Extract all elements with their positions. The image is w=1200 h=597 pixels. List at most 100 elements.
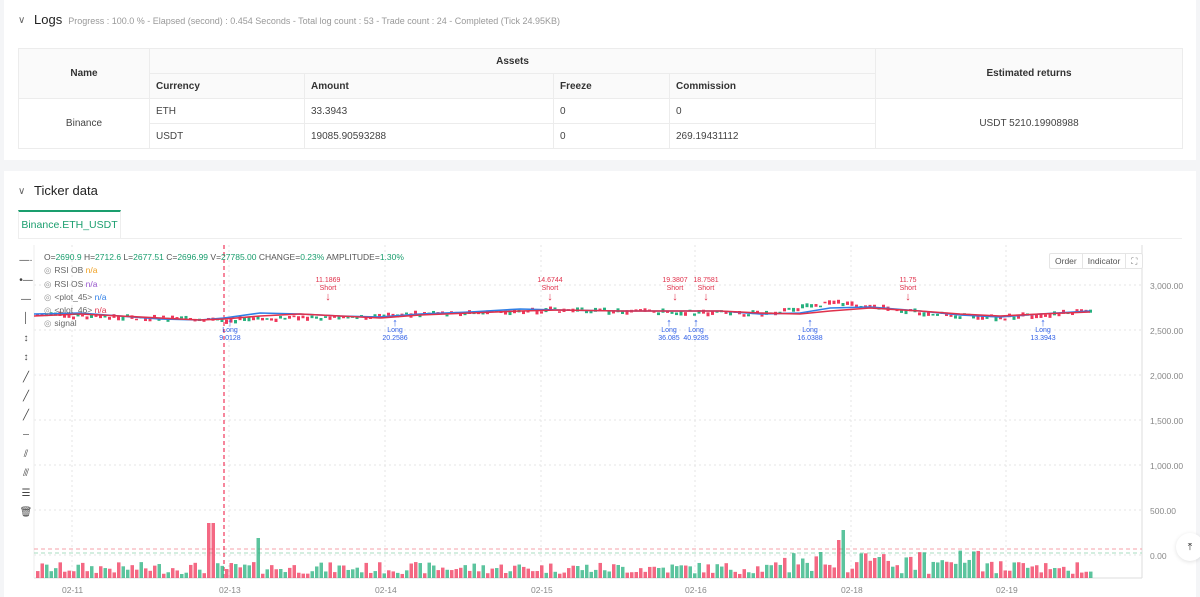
- vertical-ray-icon[interactable]: ↕: [23, 332, 29, 344]
- eye-icon[interactable]: ◎: [44, 305, 52, 315]
- chart-controls: Order Indicator ⛶: [1049, 253, 1144, 269]
- expand-icon[interactable]: ⛶: [1131, 255, 1138, 266]
- fibonacci-icon[interactable]: ☰: [21, 487, 31, 499]
- y-tick: 2,500.00: [1150, 326, 1184, 336]
- y-tick: 3,000.00: [1150, 281, 1184, 291]
- chevron-down-icon[interactable]: ∨: [18, 15, 26, 26]
- segment-line-icon[interactable]: ╱: [22, 410, 30, 422]
- y-tick: 1,000.00: [1150, 461, 1184, 471]
- short-signal: 19.3807 Short ↓: [662, 277, 688, 303]
- eye-icon[interactable]: ◎: [44, 265, 52, 275]
- logs-title: Logs: [34, 12, 63, 27]
- order-button[interactable]: Order: [1050, 254, 1083, 268]
- header-freeze: Freeze: [553, 73, 670, 99]
- long-signal: ↑ Long 16.0388: [797, 317, 823, 343]
- low-value: 2677.51: [133, 252, 164, 262]
- cell-currency: ETH: [149, 98, 305, 124]
- y-tick: 2,000.00: [1150, 371, 1184, 381]
- long-signal: ↑ Long 40.9285: [683, 317, 709, 343]
- horizontal-ray-icon[interactable]: •—: [19, 274, 33, 286]
- parallel-channel-icon[interactable]: ⫽: [23, 449, 29, 461]
- header-amount: Amount: [304, 73, 554, 99]
- x-tick: 02-13: [219, 585, 241, 595]
- cell-freeze: 0: [553, 123, 670, 149]
- legend-signal[interactable]: ◎ signal: [44, 318, 77, 329]
- low-label: L=: [121, 252, 134, 262]
- legend-label: <plot_45>: [54, 292, 93, 302]
- header-currency: Currency: [149, 73, 305, 99]
- trend-line-icon[interactable]: ╱: [22, 371, 30, 383]
- horizontal-line-icon[interactable]: —·: [19, 255, 33, 267]
- legend-plot-45[interactable]: ◎ <plot_45> n/a: [44, 292, 106, 303]
- ray-line-icon[interactable]: ╱: [22, 390, 30, 402]
- logs-header[interactable]: ∨ Logs Progress : 100.0 % - Elapsed (sec…: [18, 12, 560, 27]
- legend-value: n/a: [94, 305, 107, 315]
- cell-commission: 269.19431112: [669, 123, 876, 149]
- tab-binance-eth-usdt[interactable]: Binance.ETH_USDT: [18, 210, 121, 238]
- amplitude-value: 1.30%: [379, 252, 404, 262]
- drawing-toolbar: —· •— — │ ↕ ↕ ╱ ╱ ╱ ┄ ⫽ ⫻ ☰ 🗑︎: [16, 251, 36, 522]
- vertical-segment-icon[interactable]: ↕: [23, 352, 29, 364]
- legend-rsi-ob[interactable]: ◎ RSI OB n/a: [44, 265, 97, 276]
- header-name: Name: [18, 48, 150, 99]
- logs-panel: ∨ Logs Progress : 100.0 % - Elapsed (sec…: [4, 0, 1196, 160]
- legend-rsi-os[interactable]: ◎ RSI OS n/a: [44, 279, 97, 290]
- eye-icon[interactable]: ◎: [44, 279, 52, 289]
- change-value: 0.23%: [300, 252, 325, 262]
- x-tick: 02-14: [375, 585, 397, 595]
- indicator-button[interactable]: Indicator: [1083, 254, 1127, 268]
- logs-status: Progress : 100.0 % - Elapsed (second) : …: [68, 16, 560, 26]
- exchange-name: Binance: [18, 98, 150, 149]
- ohlc-readout: O=2690.9 H=2712.6 L=2677.51 C=2696.99 V=…: [44, 252, 404, 262]
- cell-commission: 0: [669, 98, 876, 124]
- volume-value: 27785.00: [221, 252, 257, 262]
- chevron-down-icon[interactable]: ∨: [18, 186, 26, 197]
- y-tick: 500.00: [1150, 506, 1176, 516]
- legend-plot-46[interactable]: ◎ <plot_46> n/a: [44, 305, 106, 316]
- long-signal: ↑ Long 9.0128: [219, 317, 241, 343]
- eye-icon[interactable]: ◎: [44, 292, 52, 302]
- x-tick: 02-11: [62, 585, 84, 595]
- legend-label: <plot_46>: [54, 305, 93, 315]
- eye-icon[interactable]: ◎: [44, 318, 52, 328]
- table-row: USDT 19085.90593288 0 269.19431112: [19, 123, 1183, 149]
- table-row: Binance ETH 33.3943 0 0 USDT 5210.199089…: [18, 98, 1183, 149]
- x-tick: 02-15: [531, 585, 553, 595]
- legend-value: n/a: [94, 292, 107, 302]
- ticker-panel: ∨ Ticker data Binance.ETH_USDT —· •— — │…: [4, 171, 1196, 597]
- legend-value: n/a: [85, 265, 98, 275]
- vertical-line-icon[interactable]: │: [22, 313, 30, 325]
- assets-table: Name Assets Estimated returns Currency A…: [18, 48, 1183, 149]
- ticker-title: Ticker data: [34, 183, 98, 198]
- change-label: CHANGE=: [256, 252, 301, 262]
- legend-label: RSI OB: [54, 265, 84, 275]
- trash-icon[interactable]: 🗑︎: [19, 507, 33, 519]
- ticker-header[interactable]: ∨ Ticker data: [18, 183, 98, 198]
- horizontal-segment-icon[interactable]: —: [21, 293, 31, 305]
- price-line-icon[interactable]: ┄: [22, 429, 30, 441]
- high-value: 2712.6: [95, 252, 122, 262]
- header-commission: Commission: [669, 73, 876, 99]
- y-tick: 1,500.00: [1150, 416, 1184, 426]
- close-value: 2696.99: [177, 252, 209, 262]
- short-signal: 14.6744 Short ↓: [537, 277, 563, 303]
- header-assets: Assets: [149, 48, 876, 74]
- cell-amount: 33.3943: [304, 98, 554, 124]
- open-value: 2690.9: [55, 252, 82, 262]
- short-signal: 11.1869 Short ↓: [315, 277, 341, 303]
- long-signal: ↑ Long 13.3943: [1030, 317, 1056, 343]
- y-tick: 0.00: [1150, 551, 1167, 561]
- x-tick: 02-16: [685, 585, 707, 595]
- x-tick: 02-18: [841, 585, 863, 595]
- estimated-returns: USDT 5210.19908988: [875, 98, 1183, 149]
- scroll-to-top-button[interactable]: ⤒: [1176, 533, 1200, 561]
- cell-amount: 19085.90593288: [304, 123, 554, 149]
- fib-lines-icon[interactable]: ⫻: [23, 468, 29, 480]
- x-tick: 02-19: [996, 585, 1018, 595]
- long-signal: ↑ Long 36.085: [658, 317, 680, 343]
- close-label: C=: [163, 252, 178, 262]
- legend-value: n/a: [85, 279, 98, 289]
- legend-label: signal: [54, 318, 77, 328]
- short-signal: 11.75 Short ↓: [899, 277, 917, 303]
